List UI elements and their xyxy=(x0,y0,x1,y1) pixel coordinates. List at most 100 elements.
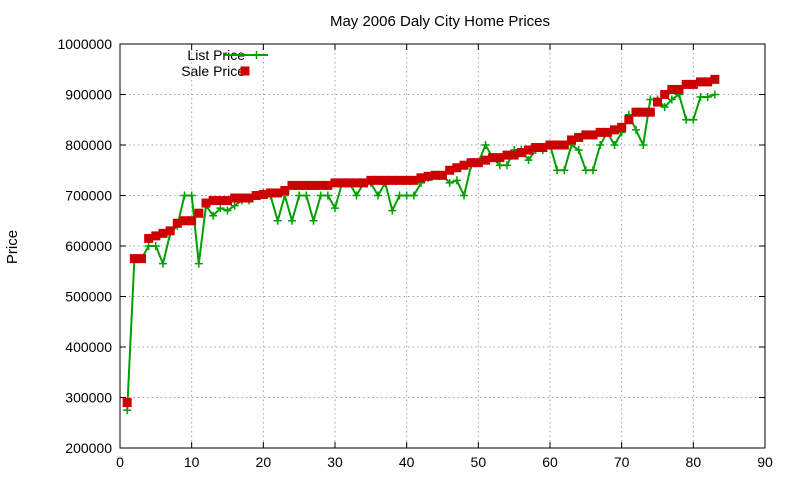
y-tick-label: 600000 xyxy=(65,238,112,254)
sale-price-point xyxy=(524,145,533,155)
x-tick-label: 40 xyxy=(399,454,415,470)
list-price-point xyxy=(288,216,296,225)
sale-price-point xyxy=(452,163,462,173)
sale-price-point xyxy=(352,178,361,188)
list-price-point xyxy=(667,95,676,104)
list-price-point xyxy=(316,191,325,200)
x-tick-label: 30 xyxy=(327,454,343,470)
sale-price-point xyxy=(617,122,627,132)
sale-price-point xyxy=(509,150,519,160)
sale-price-point xyxy=(208,196,218,206)
list-price-point xyxy=(180,191,189,200)
sale-price-point xyxy=(581,130,591,140)
sale-price-point xyxy=(416,173,426,183)
list-price-point xyxy=(460,191,468,200)
sale-price-point xyxy=(459,160,469,170)
sale-price-point xyxy=(144,233,154,243)
sale-price-point xyxy=(251,191,261,200)
list-price-point xyxy=(187,191,196,200)
list-price-point xyxy=(123,406,132,415)
list-price-point xyxy=(610,141,619,149)
sale-price-point xyxy=(502,150,512,160)
sale-price-point xyxy=(402,175,412,185)
sale-price-point xyxy=(215,196,225,206)
sale-price-point xyxy=(681,79,691,89)
sale-price-point xyxy=(660,90,670,99)
series-sale-price xyxy=(122,74,720,408)
x-tick-label: 80 xyxy=(686,454,702,470)
sale-price-point xyxy=(194,208,204,218)
sale-price-point xyxy=(688,79,698,89)
list-price-point xyxy=(646,95,655,104)
y-tick-label: 300000 xyxy=(65,390,112,406)
list-price-point xyxy=(230,201,239,210)
list-price-point xyxy=(445,178,454,187)
legend-label: List Price xyxy=(187,47,245,63)
sale-price-point xyxy=(366,175,376,185)
list-price-point xyxy=(632,125,640,134)
sale-price-point xyxy=(380,175,390,185)
y-tick-label: 700000 xyxy=(65,188,112,204)
sale-price-point xyxy=(180,216,189,226)
sale-price-point xyxy=(703,77,713,87)
list-price-point xyxy=(689,115,698,124)
sale-price-point xyxy=(323,180,333,190)
list-price-point xyxy=(144,242,153,250)
list-price-point xyxy=(639,141,648,149)
sale-price-point xyxy=(201,198,211,208)
sale-price-point xyxy=(488,153,498,163)
y-tick-label: 500000 xyxy=(65,289,112,305)
y-tick-label: 800000 xyxy=(65,137,112,153)
sale-price-point xyxy=(552,140,562,150)
sale-price-point xyxy=(223,196,232,206)
sale-price-point xyxy=(137,254,146,264)
list-price-point xyxy=(388,206,397,215)
series-list-price xyxy=(123,90,719,415)
list-price-point xyxy=(223,206,232,215)
list-price-point xyxy=(209,211,218,220)
sale-price-point xyxy=(122,398,132,408)
list-price-point xyxy=(409,191,418,200)
x-tick-label: 10 xyxy=(184,454,200,470)
list-price-point xyxy=(194,259,203,268)
sale-price-point xyxy=(445,165,455,175)
series-layer xyxy=(122,74,720,415)
sale-price-point xyxy=(409,175,419,185)
y-tick-label: 200000 xyxy=(65,440,112,456)
sale-price-point xyxy=(653,97,662,107)
list-price-point xyxy=(560,166,569,175)
list-price-point xyxy=(216,204,225,213)
sale-price-point xyxy=(129,254,139,264)
sale-price-point xyxy=(230,193,240,203)
y-tick-label: 900000 xyxy=(65,87,112,103)
sale-price-point xyxy=(638,107,648,117)
sale-price-point xyxy=(538,143,548,153)
list-price-point xyxy=(574,146,583,155)
legend-label: Sale Price xyxy=(181,63,245,79)
list-price-point xyxy=(660,103,669,112)
list-price-point xyxy=(581,166,590,175)
sale-price-point xyxy=(172,218,182,228)
list-price-point xyxy=(553,166,562,175)
sale-price-point xyxy=(559,140,569,150)
list-price-point xyxy=(323,191,332,200)
sale-price-point xyxy=(280,185,290,195)
list-price-point xyxy=(352,191,361,200)
legend-marker-list-price xyxy=(252,51,261,59)
sale-price-point xyxy=(602,127,612,137)
sale-price-point xyxy=(574,132,584,142)
list-price-point xyxy=(452,176,461,185)
sale-price-point xyxy=(516,148,526,158)
sale-price-point xyxy=(151,231,161,241)
sale-price-point xyxy=(588,130,598,140)
x-tick-label: 0 xyxy=(116,454,124,470)
sale-price-point xyxy=(473,158,483,168)
x-tick-label: 90 xyxy=(757,454,773,470)
list-price-point xyxy=(395,191,404,200)
list-price-point xyxy=(703,93,712,102)
y-axis-label: Price xyxy=(4,230,21,264)
sale-price-point xyxy=(567,135,576,145)
